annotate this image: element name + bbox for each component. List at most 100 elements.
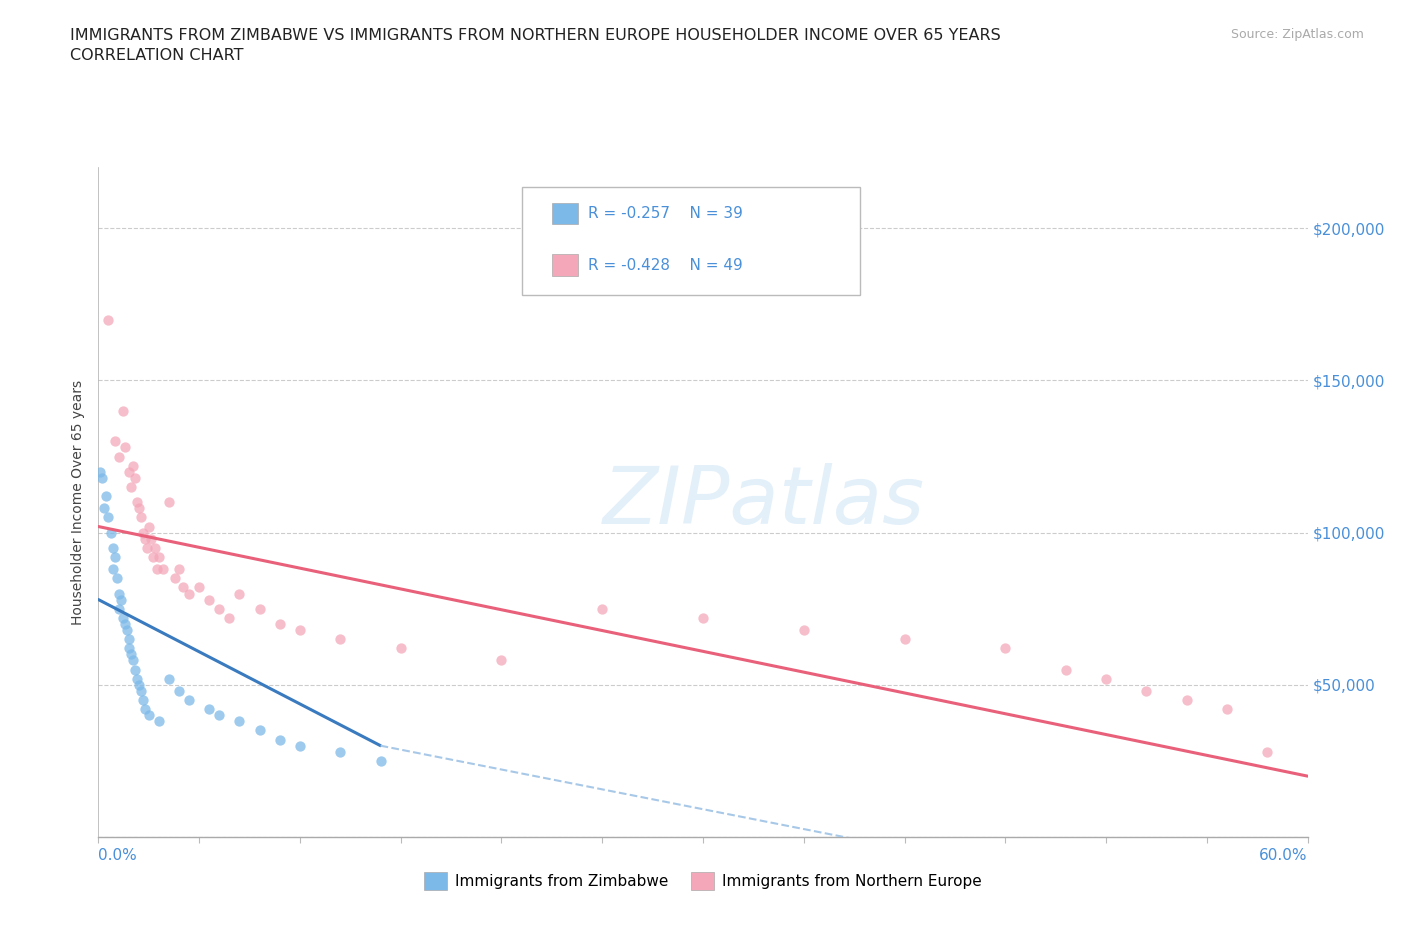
Point (218, 610, 240, 625)
Point (114, 440, 136, 455)
Point (288, 738, 311, 753)
Point (111, 610, 134, 625)
Point (188, 580, 211, 595)
Point (172, 580, 194, 595)
Point (103, 434, 125, 449)
Point (1135, 684, 1157, 698)
Point (97, 510, 120, 525)
Point (132, 693, 155, 708)
Point (129, 510, 152, 525)
Point (249, 723, 271, 737)
Point (132, 525, 155, 540)
Point (118, 641, 141, 656)
Point (1095, 671, 1118, 686)
Point (124, 471, 146, 485)
Point (228, 714, 250, 729)
Point (148, 550, 170, 565)
Text: IMMIGRANTS FROM ZIMBABWE VS IMMIGRANTS FROM NORTHERN EUROPE HOUSEHOLDER INCOME O: IMMIGRANTS FROM ZIMBABWE VS IMMIGRANTS F… (70, 28, 1001, 43)
Point (115, 622, 138, 637)
Point (163, 571, 186, 586)
Point (135, 540, 157, 555)
Point (105, 571, 128, 586)
Point (125, 671, 148, 686)
Point (96, 488, 118, 503)
Point (148, 714, 170, 729)
Text: 60.0%: 60.0% (1260, 848, 1308, 863)
Point (120, 480, 142, 495)
Point (167, 684, 190, 698)
Point (142, 550, 165, 565)
Legend: Immigrants from Zimbabwe, Immigrants from Northern Europe: Immigrants from Zimbabwe, Immigrants fro… (419, 866, 987, 897)
Point (118, 631, 141, 646)
Point (101, 540, 124, 555)
Point (1054, 662, 1077, 677)
Point (138, 519, 160, 534)
Point (1175, 693, 1198, 708)
Point (329, 744, 352, 759)
Point (129, 684, 152, 698)
Point (128, 501, 150, 516)
Point (125, 495, 148, 510)
Point (121, 653, 143, 668)
Point (208, 708, 231, 723)
Point (1216, 702, 1239, 717)
Point (146, 562, 169, 577)
Point (139, 531, 162, 546)
Point (157, 495, 180, 510)
Point (288, 622, 311, 637)
Point (491, 653, 513, 668)
Point (103, 550, 125, 565)
Text: 0.0%: 0.0% (98, 848, 138, 863)
Point (1256, 744, 1278, 759)
Point (110, 592, 132, 607)
Point (269, 732, 291, 747)
Point (107, 602, 129, 617)
Point (118, 464, 141, 479)
Point (269, 617, 291, 631)
Point (134, 531, 156, 546)
Point (111, 404, 134, 418)
Point (128, 677, 150, 692)
Text: Source: ZipAtlas.com: Source: ZipAtlas.com (1230, 28, 1364, 41)
Point (100, 525, 122, 540)
Text: CORRELATION CHART: CORRELATION CHART (70, 48, 243, 63)
Point (208, 602, 231, 617)
Point (114, 617, 136, 631)
Point (107, 586, 129, 601)
Point (179, 586, 201, 601)
Point (157, 671, 180, 686)
Point (228, 586, 250, 601)
Point (793, 622, 815, 637)
Point (370, 753, 392, 768)
Point (167, 562, 190, 577)
Point (249, 602, 271, 617)
Point (97, 312, 120, 327)
FancyBboxPatch shape (553, 203, 578, 224)
Text: R = -0.428    N = 49: R = -0.428 N = 49 (588, 258, 742, 272)
Point (124, 662, 146, 677)
Point (107, 449, 129, 464)
Point (198, 592, 221, 607)
Point (692, 610, 714, 625)
Point (89, 464, 111, 479)
Point (101, 562, 124, 577)
Point (93, 501, 115, 516)
Point (179, 693, 201, 708)
FancyBboxPatch shape (553, 255, 578, 276)
Point (198, 702, 221, 717)
Point (329, 631, 352, 646)
Point (591, 602, 613, 617)
Text: R = -0.257    N = 39: R = -0.257 N = 39 (588, 206, 742, 221)
FancyBboxPatch shape (522, 188, 860, 295)
Point (994, 641, 1017, 656)
Point (120, 647, 142, 662)
Point (91, 471, 114, 485)
Point (389, 641, 412, 656)
Text: ZIPatlas: ZIPatlas (602, 463, 925, 541)
Point (134, 702, 156, 717)
Point (121, 458, 143, 473)
Point (893, 631, 915, 646)
Point (143, 540, 166, 555)
Point (138, 708, 160, 723)
Point (152, 562, 174, 577)
